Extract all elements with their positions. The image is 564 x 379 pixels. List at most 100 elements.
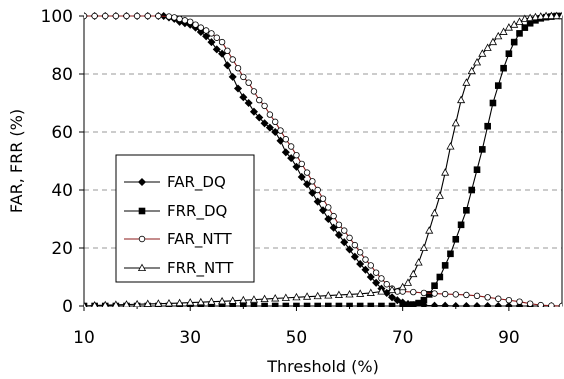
data-point-far-ntt (505, 297, 513, 304)
legend-marker (137, 177, 147, 187)
data-point-frr-dq (346, 302, 353, 307)
y-tick-label: 40 (51, 181, 73, 201)
data-point-frr-ntt (154, 299, 163, 307)
data-point-far-dq (441, 301, 450, 307)
data-point-far-dq (393, 296, 402, 305)
data-point-frr-ntt (419, 243, 428, 252)
data-point-far-dq (233, 84, 243, 93)
data-point-frr-dq (303, 302, 311, 307)
data-point-frr-ntt (398, 282, 407, 291)
data-point-far-ntt (378, 275, 385, 282)
data-point-far-ntt (346, 234, 353, 242)
data-point-frr-ntt (451, 118, 460, 127)
data-point-frr-ntt (387, 285, 397, 294)
legend-label: FRR_NTT (167, 259, 234, 278)
data-point-far-ntt (165, 13, 173, 20)
data-point-frr-ntt (260, 294, 269, 303)
data-point-far-ntt (155, 12, 162, 20)
data-point-frr-dq (420, 296, 428, 304)
data-point-far-ntt (420, 289, 428, 297)
data-point-frr-dq (261, 302, 268, 307)
data-point-far-ntt (356, 249, 364, 256)
legend: FAR_DQ FRR_DQ FAR_NTT FRR_NTT (115, 154, 255, 283)
x-tick-label: 30 (179, 328, 201, 348)
data-point-far-ntt (558, 302, 562, 307)
x-tick-label: 90 (498, 328, 520, 348)
x-tick-label: 10 (73, 328, 95, 348)
data-point-far-dq (372, 278, 381, 287)
data-point-far-ntt (250, 88, 258, 95)
legend-box (115, 154, 255, 283)
data-point-far-ntt (473, 292, 481, 300)
data-point-far-ntt (192, 21, 199, 28)
data-point-frr-ntt (302, 292, 312, 300)
legend-item-frr-dq: FRR_DQ (124, 202, 227, 221)
data-point-far-dq (462, 301, 471, 307)
data-point-far-dq (244, 98, 253, 108)
data-point-far-dq (218, 49, 227, 58)
data-point-far-ntt (202, 27, 210, 34)
data-point-far-dq (504, 301, 513, 307)
data-point-frr-dq (314, 302, 321, 307)
data-point-frr-dq (282, 302, 290, 307)
y-axis-title: FAR, FRR (%) (7, 109, 26, 213)
data-point-far-ntt (298, 160, 305, 168)
data-point-far-dq (388, 293, 397, 302)
legend-item-frr-ntt: FRR_NTT (124, 259, 234, 278)
series-layer (84, 11, 562, 307)
data-point-frr-ntt (467, 66, 476, 75)
data-point-far-ntt (261, 102, 268, 110)
data-point-frr-dq (521, 24, 529, 31)
data-point-frr-dq (468, 186, 476, 194)
data-point-frr-ntt (313, 291, 322, 300)
data-point-frr-ntt (478, 49, 487, 57)
data-point-far-ntt (367, 262, 374, 269)
data-point-frr-ntt (472, 57, 482, 66)
data-point-far-dq (356, 259, 365, 268)
data-point-frr-ntt (218, 296, 227, 305)
data-point-frr-ntt (356, 289, 365, 297)
data-point-far-dq (265, 123, 274, 132)
data-point-far-dq (287, 154, 296, 163)
x-axis-ticks: 10 30 50 70 90 (73, 306, 520, 348)
data-point-far-dq (212, 45, 221, 54)
y-tick-label: 100 (41, 7, 73, 27)
data-point-far-ntt (335, 221, 343, 228)
data-point-frr-dq (489, 99, 497, 107)
y-tick-label: 80 (51, 65, 73, 85)
data-point-far-ntt (208, 30, 215, 37)
data-point-far-ntt (548, 302, 555, 307)
data-point-frr-ntt (547, 11, 556, 20)
data-point-frr-dq (293, 302, 300, 307)
data-point-frr-ntt (186, 298, 195, 306)
data-point-far-ntt (187, 18, 194, 25)
data-point-frr-dq (473, 166, 481, 173)
data-point-far-dq (472, 301, 482, 307)
data-point-far-dq (281, 148, 290, 157)
data-point-far-dq (308, 188, 317, 197)
data-point-far-dq (329, 223, 338, 232)
data-point-frr-ntt (122, 300, 131, 307)
data-point-far-dq (228, 72, 237, 81)
data-point-frr-ntt (345, 289, 354, 298)
data-point-far-ntt (123, 12, 130, 20)
data-point-frr-ntt (441, 168, 450, 176)
data-point-far-ntt (266, 111, 274, 118)
data-point-far-dq (223, 61, 232, 70)
data-point-frr-dq (441, 262, 449, 269)
data-point-frr-ntt (446, 142, 455, 150)
data-point-frr-dq (505, 50, 513, 58)
data-point-frr-ntt (292, 292, 301, 301)
data-point-far-ntt (526, 300, 534, 307)
data-point-far-dq (451, 301, 460, 307)
data-point-far-dq (361, 265, 370, 274)
data-point-far-ntt (330, 212, 337, 220)
data-point-far-ntt (218, 38, 226, 46)
data-point-far-ntt (431, 290, 438, 297)
legend-item-far-dq: FAR_DQ (124, 173, 226, 192)
data-point-far-ntt (112, 12, 120, 20)
data-point-frr-dq (457, 221, 465, 229)
data-point-far-dq (249, 107, 258, 116)
data-point-far-dq (318, 206, 328, 215)
